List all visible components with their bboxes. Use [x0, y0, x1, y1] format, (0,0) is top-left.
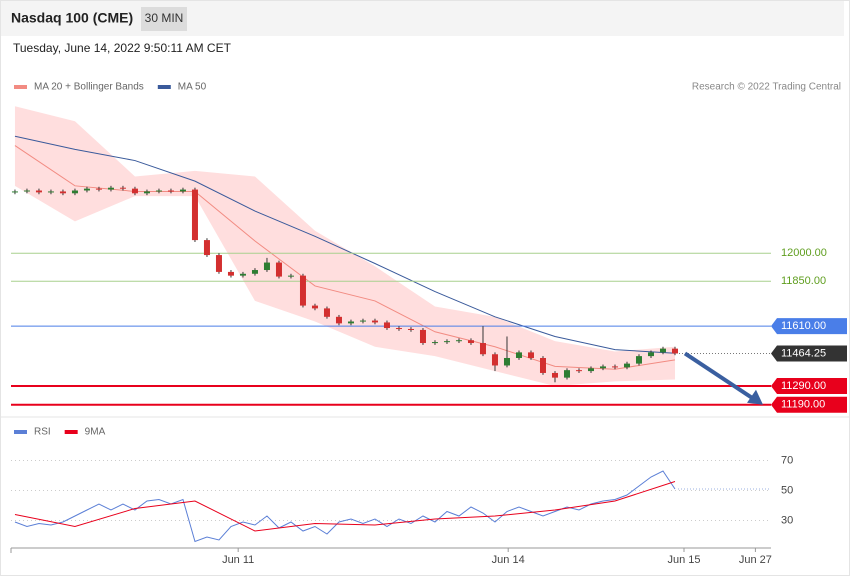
level-label: 11464.25 [781, 347, 826, 359]
candle-body [311, 305, 318, 309]
candle-body [623, 363, 630, 368]
y-tick-label: 50 [781, 484, 793, 496]
legend-swatch [157, 85, 171, 89]
candle-body [371, 320, 378, 323]
level-label-box [771, 378, 847, 395]
candle-body [419, 329, 426, 344]
candle-body [23, 190, 30, 192]
candle-body [155, 190, 162, 192]
x-tick-label: Jun 14 [492, 554, 525, 566]
candle-body [575, 370, 582, 372]
candle-body [527, 352, 534, 358]
bollinger-band [14, 106, 675, 387]
candle-body [179, 189, 186, 192]
candle-body [491, 354, 498, 366]
candle-body [515, 352, 522, 358]
candle-body [611, 366, 618, 368]
candle-body [599, 366, 606, 369]
candle-body [131, 188, 138, 194]
candle-body [119, 187, 126, 189]
y-tick-label: 70 [781, 454, 793, 466]
candle-body [443, 341, 450, 343]
y-tick-label: 30 [781, 514, 793, 526]
candle-body [539, 357, 546, 373]
candle-body [671, 348, 678, 354]
timestamp: Tuesday, June 14, 2022 9:50:11 AM CET [13, 41, 232, 55]
candle-body [35, 190, 42, 193]
candle-body [275, 262, 282, 277]
candle-body [467, 340, 474, 344]
x-tick-label: Jun 27 [739, 554, 772, 566]
candle-body [95, 188, 102, 190]
candle-body [287, 275, 294, 277]
candle-body [659, 348, 666, 353]
candle-body [167, 190, 174, 192]
level-label: 11610.00 [781, 320, 826, 332]
level-label: 11290.00 [781, 380, 826, 392]
candle-body [347, 321, 354, 324]
candle-body [587, 368, 594, 372]
candle-body [215, 255, 222, 272]
level-label: 12000.00 [781, 247, 827, 259]
interval-label[interactable]: 30 MIN [145, 11, 184, 25]
forecast-arrowhead [747, 389, 763, 405]
candle-body [395, 328, 402, 330]
copyright: Research © 2022 Trading Central [692, 82, 841, 93]
candle-body [239, 273, 246, 276]
instrument-title: Nasdaq 100 (CME) [11, 10, 133, 26]
candle-body [503, 357, 510, 366]
candle-body [635, 356, 642, 364]
candle-body [83, 188, 90, 191]
ma-line [14, 135, 676, 354]
interval-badge[interactable] [141, 7, 187, 31]
level-label: 11190.00 [781, 399, 825, 411]
candle-body [647, 352, 654, 357]
candle-body [71, 190, 78, 194]
level-label-box [771, 396, 847, 413]
legend-label: 9MA [85, 427, 106, 438]
candle-body [191, 189, 198, 241]
legend-label: MA 20 + Bollinger Bands [34, 82, 144, 93]
candle-body [323, 308, 330, 317]
candle-body [203, 240, 210, 256]
legend-swatch [14, 430, 27, 434]
candle-body [563, 370, 570, 378]
candle-body [251, 270, 258, 274]
candle-body [383, 322, 390, 329]
legend-label: RSI [34, 427, 51, 438]
candle-body [47, 191, 54, 193]
forecast-arrow [683, 351, 757, 402]
legend-swatch [64, 430, 78, 434]
rsi-line [14, 470, 676, 543]
candle-body [407, 328, 414, 330]
candle-body [359, 320, 366, 322]
legend-swatch [14, 85, 27, 89]
ma-line [14, 145, 676, 370]
candle-body [11, 191, 18, 193]
candle-body [479, 343, 486, 355]
legend-label: MA 50 [178, 82, 207, 93]
candle-body [263, 262, 270, 271]
level-label-box [771, 345, 847, 362]
candle-body [551, 372, 558, 378]
x-tick-label: Jun 15 [667, 554, 700, 566]
level-label: 11850.00 [781, 275, 826, 287]
rsi-line [14, 481, 676, 532]
candle-body [59, 191, 66, 194]
candle-body [335, 316, 342, 324]
candle-body [107, 187, 114, 190]
candle-body [143, 191, 150, 194]
candle-body [227, 271, 234, 276]
candle-body [299, 275, 306, 306]
level-label-box [771, 318, 847, 335]
candle-body [431, 342, 438, 344]
x-tick-label: Jun 11 [222, 554, 254, 566]
candle-body [455, 340, 462, 342]
